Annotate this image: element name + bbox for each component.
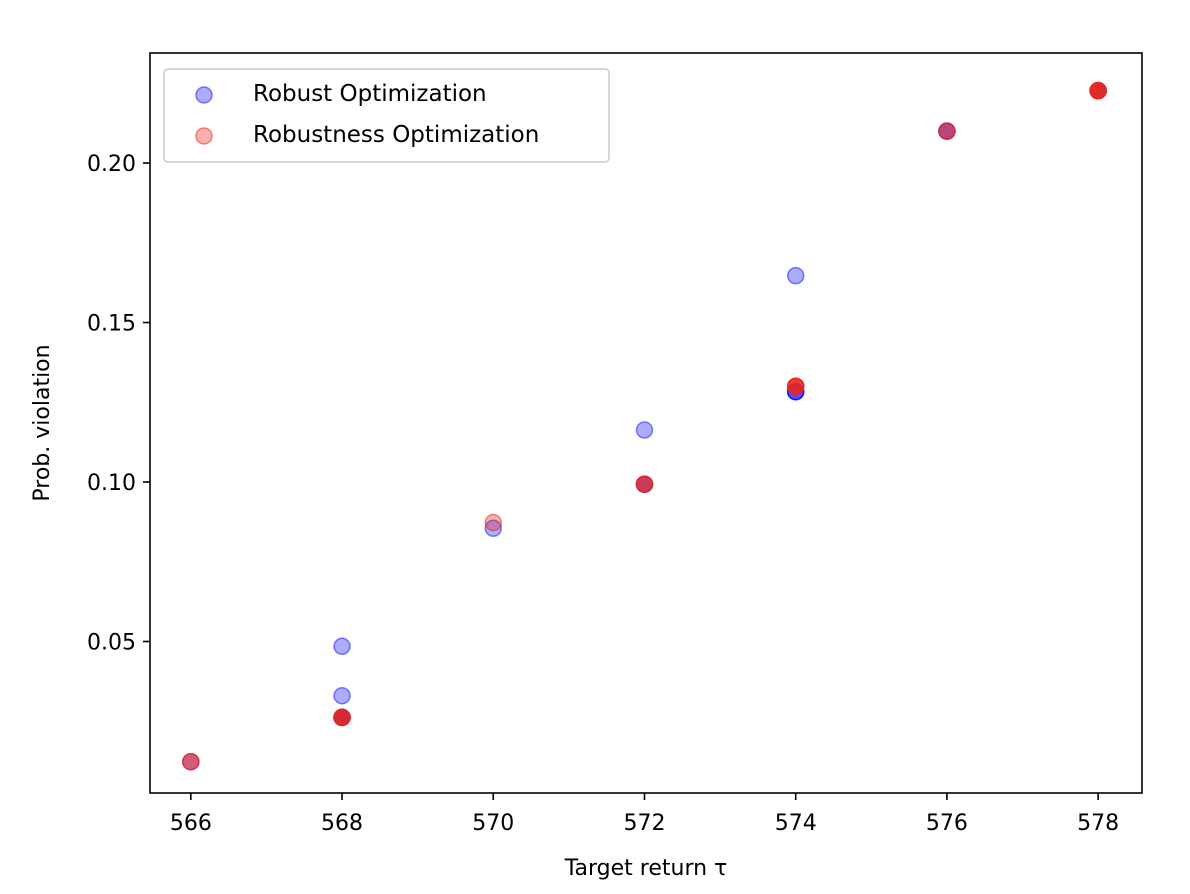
point-robustness-optimization-23 — [1089, 81, 1107, 100]
x-axis-label: Target return τ — [564, 856, 728, 881]
x-axis: 566 568 570 572 574 576 578 — [170, 793, 1119, 836]
x-tick-label-578: 578 — [1077, 811, 1119, 836]
y-tick-label-0.20: 0.20 — [87, 152, 136, 177]
plot-area-frame — [149, 52, 1143, 794]
point-robust-optimization-2 — [333, 686, 351, 705]
point-robust-optimization-11 — [786, 382, 805, 401]
point-robustness-optimization-10 — [635, 475, 654, 493]
point-robust-optimization-7 — [635, 421, 654, 439]
point-robust-optimization-10 — [786, 266, 805, 285]
point-robust-optimization-6 — [484, 519, 503, 538]
legend: Robust Optimization Robustness Optimizat… — [163, 68, 610, 163]
y-tick-label-0.10: 0.10 — [87, 471, 136, 496]
x-tick-label-570: 570 — [472, 811, 514, 836]
point-robust-optimization-1 — [333, 637, 351, 656]
x-tick-label-568: 568 — [321, 811, 363, 836]
point-robustness-optimization-15 — [786, 377, 805, 396]
y-tick-label-0.05: 0.05 — [87, 630, 136, 655]
y-tick-label-0.15: 0.15 — [87, 312, 136, 337]
x-tick-label-566: 566 — [170, 811, 212, 836]
point-robustness-optimization-1 — [182, 752, 200, 771]
x-tick-label-572: 572 — [623, 811, 665, 836]
legend-marker-robust-optimization — [195, 86, 213, 104]
y-axis: 0.05 0.10 0.15 0.20 — [87, 152, 150, 655]
y-axis-label: Prob. violation — [30, 344, 55, 501]
legend-label-robustness-optimization: Robustness Optimization — [253, 122, 539, 148]
point-robust-optimization-13 — [786, 382, 805, 401]
legend-label-robust-optimization: Robust Optimization — [253, 81, 487, 107]
legend-frame — [163, 68, 610, 163]
points-layer — [182, 81, 1107, 771]
x-tick-label-574: 574 — [775, 811, 817, 836]
x-tick-label-576: 576 — [926, 811, 968, 836]
legend-marker-robustness-optimization — [195, 127, 213, 145]
point-robustness-optimization-7 — [484, 513, 503, 532]
point-robustness-optimization-6 — [333, 708, 351, 727]
point-robustness-optimization-17 — [938, 122, 956, 140]
point-robust-optimization-12 — [786, 382, 805, 401]
